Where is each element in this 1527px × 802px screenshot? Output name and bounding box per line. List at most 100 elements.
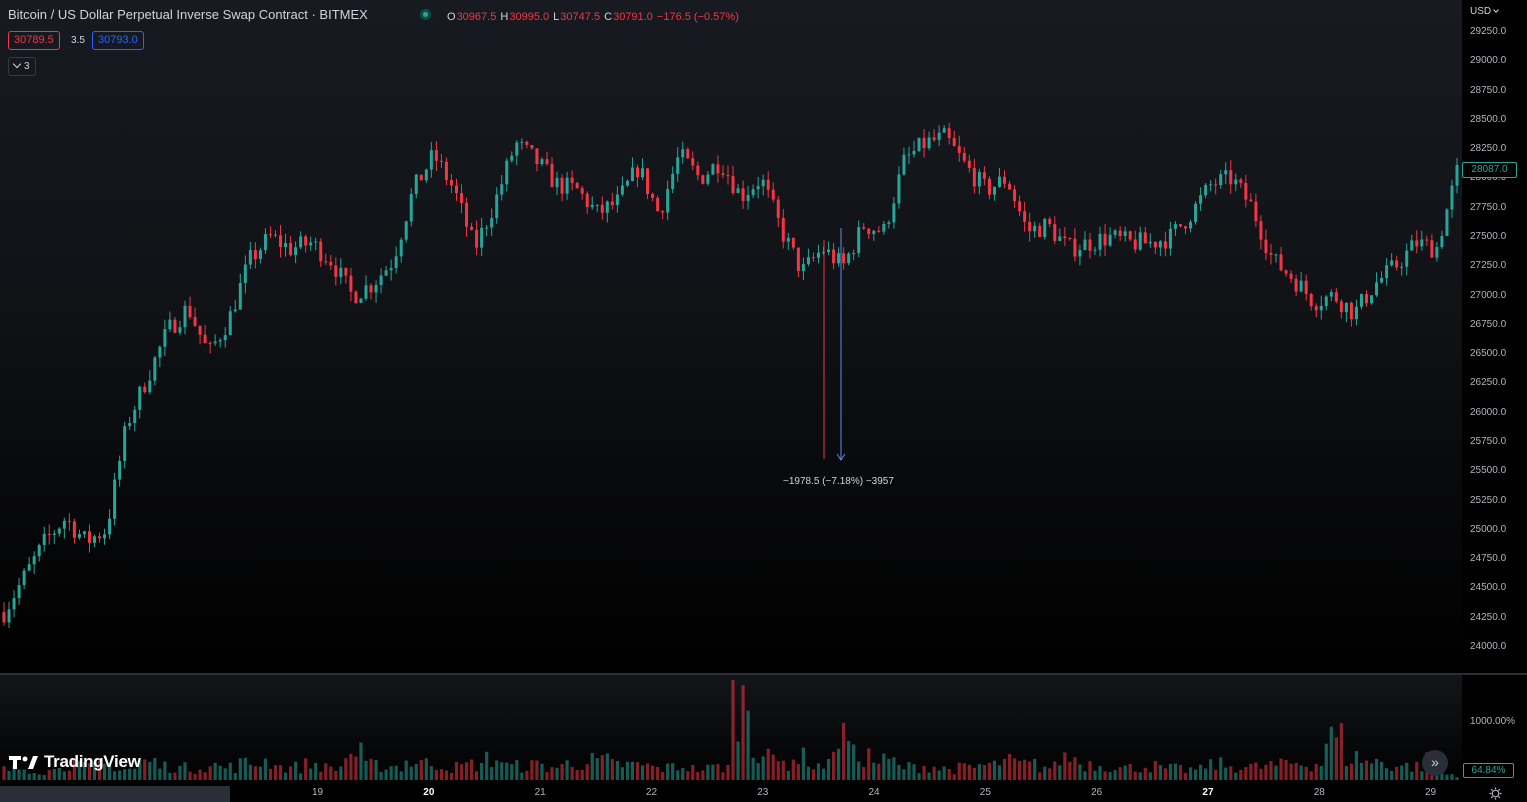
candle-body bbox=[414, 174, 418, 195]
open-key: O bbox=[447, 11, 456, 23]
volume-bar bbox=[42, 775, 46, 780]
candle-body bbox=[867, 228, 871, 235]
spread-value: 3.5 bbox=[71, 35, 85, 46]
candle-body bbox=[319, 241, 323, 262]
indicators-toggle-button[interactable]: 3 bbox=[8, 57, 36, 76]
volume-bar bbox=[862, 767, 866, 780]
volume-bar bbox=[248, 764, 252, 780]
volume-bar bbox=[1339, 723, 1343, 780]
candle-body bbox=[334, 265, 338, 277]
volume-bar bbox=[1244, 767, 1248, 780]
close-value: 30791.0 bbox=[613, 11, 653, 23]
volume-bar bbox=[294, 761, 298, 780]
volume-pane[interactable] bbox=[0, 675, 1462, 786]
volume-bar bbox=[1224, 767, 1228, 780]
candle-body bbox=[273, 234, 277, 236]
volume-bar bbox=[218, 765, 222, 780]
volume-bar bbox=[716, 764, 720, 780]
volume-bar bbox=[671, 763, 675, 780]
candle-body bbox=[62, 520, 66, 529]
candle-body bbox=[258, 250, 262, 260]
candle-body bbox=[525, 141, 529, 145]
gear-icon[interactable] bbox=[1489, 787, 1502, 800]
candle-body bbox=[535, 148, 539, 164]
time-axis[interactable] bbox=[0, 786, 1527, 802]
candle-body bbox=[1088, 239, 1092, 251]
price-axis[interactable] bbox=[1462, 0, 1527, 673]
currency-selector[interactable]: USD bbox=[1470, 6, 1499, 17]
pane-separator[interactable] bbox=[0, 673, 1527, 675]
volume-bar bbox=[193, 773, 197, 780]
sell-price-button[interactable]: 30789.5 bbox=[8, 31, 60, 50]
volume-bar bbox=[987, 762, 992, 780]
price-axis-tick: 26250.0 bbox=[1470, 377, 1507, 389]
volume-bar bbox=[107, 762, 112, 780]
candle-body bbox=[57, 528, 61, 534]
volume-bar bbox=[867, 748, 871, 780]
candle-body bbox=[208, 343, 212, 345]
volume-bar bbox=[92, 761, 97, 780]
volume-bar bbox=[258, 766, 263, 780]
candle-body bbox=[1365, 294, 1369, 304]
volume-bar bbox=[661, 771, 665, 780]
time-axis-tick: 21 bbox=[534, 787, 546, 798]
volume-bar bbox=[374, 759, 378, 780]
candle-body bbox=[128, 423, 132, 427]
volume-bar bbox=[128, 768, 132, 780]
candle-body bbox=[907, 154, 911, 156]
time-axis-scrollbar[interactable] bbox=[0, 786, 230, 802]
symbol-title[interactable]: Bitcoin / US Dollar Perpetual Inverse Sw… bbox=[8, 7, 368, 22]
volume-bar bbox=[1048, 768, 1052, 780]
candle-body bbox=[500, 184, 504, 195]
volume-bar bbox=[786, 770, 790, 780]
candle-body bbox=[1314, 306, 1318, 311]
candle-body bbox=[263, 234, 267, 251]
volume-bar bbox=[208, 766, 212, 780]
candle-body bbox=[801, 264, 805, 272]
volume-bar bbox=[369, 758, 373, 780]
candle-body bbox=[1168, 228, 1172, 249]
candle-body bbox=[625, 180, 629, 186]
volume-bar bbox=[1455, 777, 1459, 780]
volume-bar bbox=[1028, 761, 1032, 780]
volume-bar bbox=[1158, 765, 1162, 780]
candle-body bbox=[248, 249, 252, 265]
volume-bar bbox=[17, 769, 21, 780]
high-value: 30995.0 bbox=[509, 11, 550, 23]
market-status-icon[interactable] bbox=[420, 9, 431, 20]
volume-bar bbox=[1083, 771, 1087, 780]
candle-body bbox=[1359, 294, 1363, 307]
volume-bar bbox=[203, 772, 207, 780]
volume-bar bbox=[113, 771, 117, 780]
volume-bar bbox=[1178, 764, 1183, 780]
volume-bar bbox=[826, 758, 831, 780]
buy-price-button[interactable]: 30793.0 bbox=[92, 31, 144, 50]
candle-body bbox=[47, 533, 51, 535]
tradingview-logo[interactable]: TradingView bbox=[9, 752, 141, 772]
volume-bar bbox=[1294, 762, 1298, 780]
scroll-to-realtime-button[interactable]: » bbox=[1422, 750, 1448, 776]
candle-body bbox=[1249, 199, 1253, 202]
volume-bar bbox=[354, 756, 358, 780]
volume-bar bbox=[937, 770, 941, 780]
volume-bar bbox=[1007, 754, 1012, 780]
candle-body bbox=[1405, 250, 1409, 267]
price-chart-pane[interactable] bbox=[0, 0, 1462, 673]
candle-body bbox=[470, 226, 474, 230]
candle-body bbox=[716, 164, 720, 174]
candle-body bbox=[1344, 302, 1348, 313]
volume-bar bbox=[1163, 768, 1167, 780]
volume-bar bbox=[334, 770, 338, 780]
volume-bar bbox=[666, 763, 670, 780]
volume-bar bbox=[1204, 768, 1208, 780]
volume-bar bbox=[821, 768, 826, 780]
volume-bar bbox=[510, 764, 514, 780]
volume-bar bbox=[645, 763, 650, 780]
candle-body bbox=[163, 329, 167, 347]
volume-bar bbox=[102, 763, 107, 780]
volume-bar bbox=[424, 758, 428, 780]
volume-bar bbox=[434, 770, 438, 780]
volume-bar bbox=[444, 770, 449, 780]
volume-bar bbox=[525, 770, 529, 780]
candle-body bbox=[786, 237, 790, 242]
